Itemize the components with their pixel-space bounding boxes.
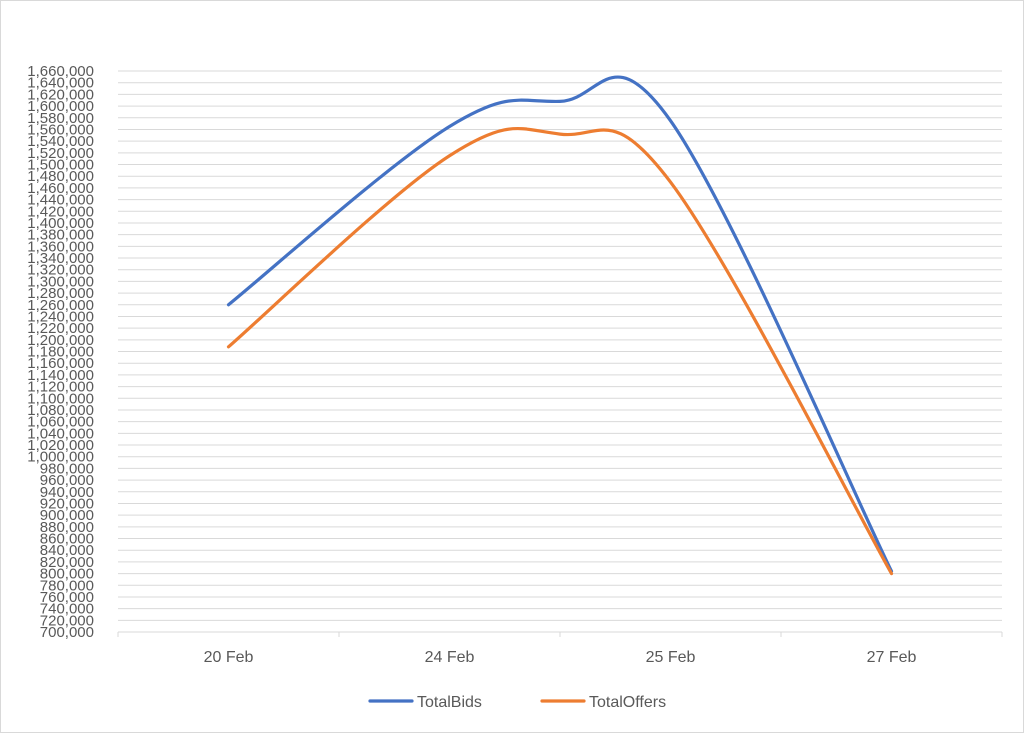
x-tick-label: 24 Feb [425,649,475,666]
y-tick-label: 1,300,000 [27,273,94,290]
y-tick-label: 1,620,000 [27,86,94,103]
legend: TotalBids TotalOffers [368,694,666,711]
y-tick-label: 1,360,000 [27,238,94,255]
y-tick-label: 1,180,000 [27,344,94,361]
y-tick-label: 960,000 [40,472,94,489]
x-tick-label: 25 Feb [646,649,696,666]
y-tick-label: 880,000 [40,519,94,536]
y-tick-label: 1,280,000 [27,285,94,302]
series-line-totalbids [226,75,894,573]
y-tick-label: 1,040,000 [27,425,94,442]
y-tick-label: 1,060,000 [27,414,94,431]
y-tick-label: 1,240,000 [27,308,94,325]
y-tick-label: 1,080,000 [27,402,94,419]
series-line-totaloffers [226,127,894,576]
legend-label: TotalOffers [589,694,666,711]
x-axis: 20 Feb 24 Feb 25 Feb 27 Feb [117,631,1003,666]
y-tick-label: 1,600,000 [27,98,94,115]
y-tick-label: 1,340,000 [27,250,94,267]
y-tick-label: 1,520,000 [27,145,94,162]
x-tick-label: 20 Feb [204,649,254,666]
y-tick-label: 720,000 [40,612,94,629]
y-tick-label: 1,580,000 [27,110,94,127]
y-tick-label: 1,260,000 [27,297,94,314]
legend-label: TotalBids [417,694,482,711]
y-tick-label: 780,000 [40,577,94,594]
y-tick-label: 940,000 [40,484,94,501]
y-tick-label: 1,660,000 [27,63,94,80]
y-tick-label: 1,120,000 [27,379,94,396]
y-tick-label: 1,160,000 [27,355,94,372]
y-tick-label: 1,500,000 [27,157,94,174]
y-tick-label: 1,320,000 [27,262,94,279]
y-tick-label: 700,000 [40,624,94,641]
series-lines [226,75,894,576]
y-tick-label: 740,000 [40,601,94,618]
y-tick-label: 1,540,000 [27,133,94,150]
y-tick-label: 1,100,000 [27,390,94,407]
y-tick-label: 1,460,000 [27,180,94,197]
y-tick-label: 1,380,000 [27,227,94,244]
y-tick-label: 980,000 [40,460,94,477]
y-tick-label: 1,560,000 [27,121,94,138]
y-tick-label: 1,420,000 [27,203,94,220]
y-tick-label: 1,480,000 [27,168,94,185]
y-tick-label: 860,000 [40,531,94,548]
y-tick-label: 840,000 [40,542,94,559]
y-tick-label: 900,000 [40,507,94,524]
y-tick-label: 1,200,000 [27,332,94,349]
y-tick-label: 1,020,000 [27,437,94,454]
y-tick-label: 1,140,000 [27,367,94,384]
y-tick-label: 1,640,000 [27,75,94,92]
y-tick-label: 1,220,000 [27,320,94,337]
y-axis-ticks: 700,000720,000740,000760,000780,000800,0… [27,63,94,641]
y-tick-label: 820,000 [40,554,94,571]
y-tick-label: 760,000 [40,589,94,606]
y-tick-label: 1,000,000 [27,449,94,466]
gridlines [118,70,1002,633]
y-tick-label: 800,000 [40,566,94,583]
y-tick-label: 920,000 [40,495,94,512]
x-tick-label: 27 Feb [867,649,917,666]
y-tick-label: 1,440,000 [27,192,94,209]
y-tick-label: 1,400,000 [27,215,94,232]
